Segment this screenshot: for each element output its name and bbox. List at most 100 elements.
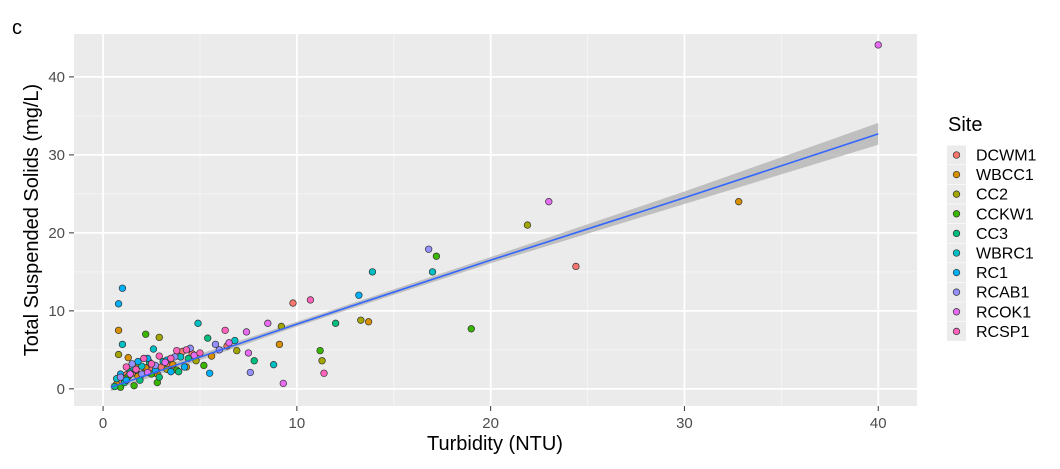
data-point	[244, 349, 253, 357]
data-point	[432, 252, 441, 260]
legend-label: RCOK1	[976, 304, 1031, 321]
data-point	[122, 363, 130, 371]
data-point	[206, 369, 214, 377]
data-point	[155, 352, 163, 360]
legend: Site DCWM1 WBCC1 CC2 CCKW1 CC3 WBRC1 RC1 RCAB1 R…	[947, 114, 1037, 341]
data-point	[116, 373, 125, 381]
data-point	[142, 330, 150, 338]
confidence-band-layer	[110, 122, 879, 392]
y-tick-label: 20	[48, 225, 65, 242]
data-point	[140, 354, 148, 363]
data-point	[161, 358, 169, 366]
data-point	[523, 221, 532, 229]
legend-key	[952, 327, 961, 336]
legend-key	[952, 268, 961, 277]
data-point	[467, 325, 475, 333]
x-tick-label: 30	[676, 415, 693, 432]
data-point	[132, 365, 140, 373]
legend-label: CC2	[976, 187, 1008, 204]
legend-key	[952, 308, 961, 316]
data-point	[200, 361, 208, 370]
legend-label: RCSP1	[976, 324, 1029, 341]
y-tick-label: 30	[48, 147, 65, 164]
legend-key	[952, 190, 961, 198]
points-layer	[111, 41, 882, 391]
data-point	[331, 319, 340, 327]
panel-label: c	[12, 17, 22, 39]
data-point	[250, 357, 258, 365]
data-point	[118, 340, 127, 349]
data-point	[167, 354, 175, 363]
confidence-band	[110, 122, 879, 392]
data-point	[424, 245, 433, 253]
x-axis-label: Turbidity (NTU)	[427, 433, 563, 455]
data-point	[138, 362, 146, 370]
legend-label: RCAB1	[976, 285, 1029, 302]
legend-key	[952, 249, 961, 257]
x-tick-label: 20	[482, 415, 499, 432]
data-point	[180, 363, 189, 371]
y-tick-label: 40	[48, 69, 65, 86]
data-point	[114, 350, 123, 359]
data-point	[124, 353, 132, 362]
data-point	[428, 268, 437, 276]
data-point	[275, 340, 284, 349]
data-point	[196, 349, 204, 357]
legend-key	[952, 229, 961, 238]
data-point	[167, 368, 175, 376]
data-point	[194, 319, 202, 327]
data-point	[318, 357, 326, 365]
data-point	[204, 334, 212, 342]
data-point	[735, 198, 743, 206]
legend-label: RC1	[976, 265, 1008, 282]
legend-label: CCKW1	[976, 206, 1034, 223]
data-point	[149, 345, 158, 353]
data-point	[320, 369, 328, 377]
legend-label: WBCC1	[976, 167, 1034, 184]
legend-key	[952, 170, 961, 179]
y-tick-label: 10	[48, 303, 65, 320]
data-point	[264, 319, 272, 327]
data-point	[269, 361, 278, 369]
data-point	[279, 379, 287, 388]
data-point	[545, 198, 553, 206]
data-point	[306, 296, 315, 304]
data-point	[221, 326, 229, 335]
data-point	[289, 299, 297, 307]
data-point	[155, 373, 163, 381]
legend-label: WBRC1	[976, 246, 1034, 263]
x-tick-label: 0	[99, 415, 107, 432]
fit-line-layer	[110, 133, 879, 389]
data-point	[225, 339, 233, 347]
data-point	[368, 268, 377, 276]
data-point	[233, 346, 241, 355]
data-point	[174, 368, 183, 376]
data-point	[182, 346, 191, 354]
legend-label: DCWM1	[976, 148, 1037, 165]
data-point	[364, 318, 373, 326]
data-point	[357, 316, 365, 324]
x-tick-label: 40	[870, 415, 887, 432]
legend-key	[952, 151, 961, 159]
regression-line	[110, 133, 879, 389]
data-point	[126, 370, 134, 378]
legend-title: Site	[948, 114, 982, 136]
y-axis-label: Total Suspended Solids (mg/L)	[21, 84, 43, 356]
data-point	[114, 326, 123, 335]
x-axis: 0 10 20 30 40	[99, 406, 887, 432]
data-point	[316, 346, 324, 355]
data-point	[118, 284, 127, 292]
data-point	[114, 300, 123, 308]
y-axis: 0 10 20 30 40	[48, 69, 74, 398]
legend-entries: DCWM1 WBCC1 CC2 CCKW1 CC3 WBRC1 RC1 RCAB1 RCOK1 R…	[947, 145, 1037, 341]
data-point	[246, 368, 255, 377]
data-point	[155, 333, 163, 342]
data-point	[130, 382, 138, 390]
data-point	[173, 346, 181, 355]
data-point	[874, 41, 882, 49]
data-point	[572, 262, 580, 271]
legend-key	[952, 288, 961, 296]
x-tick-label: 10	[289, 415, 306, 432]
